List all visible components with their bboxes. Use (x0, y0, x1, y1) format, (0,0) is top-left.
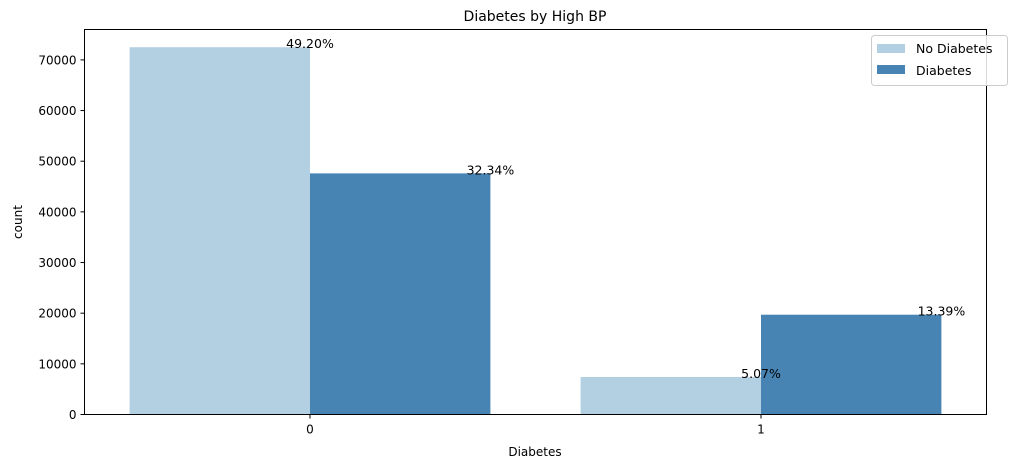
bar-diabetes-0 (310, 173, 491, 415)
plot-frame (84, 29, 987, 415)
legend-label-diabetes: Diabetes (916, 63, 972, 78)
y-tick-label-60000: 60000 (38, 104, 76, 118)
legend-label-no-diabetes: No Diabetes (916, 41, 992, 56)
bar-diabetes-1 (761, 314, 942, 415)
data-label-diabetes-1: 13.39% (918, 304, 966, 319)
bar-no-diabetes-1 (580, 377, 761, 415)
y-ticks: 0 10000 20000 30000 40000 50000 60000 70000 (38, 53, 85, 422)
legend: No Diabetes Diabetes (871, 35, 1008, 86)
data-labels-layer: 49.20% 32.34% 5.07% 13.39% (286, 36, 965, 381)
chart-title: Diabetes by High BP (464, 9, 607, 25)
bars-layer (129, 47, 942, 415)
x-tick-label-0: 0 (306, 423, 314, 437)
bar-no-diabetes-0 (129, 47, 310, 415)
y-tick-label-40000: 40000 (38, 205, 76, 219)
x-tick-label-1: 1 (757, 423, 765, 437)
legend-frame (871, 35, 1008, 86)
legend-swatch-diabetes (877, 65, 905, 74)
axes-layer (84, 29, 987, 415)
x-axis-label: Diabetes (508, 445, 561, 459)
y-axis-label: count (11, 205, 25, 239)
y-tick-label-10000: 10000 (38, 357, 76, 371)
y-tick-label-20000: 20000 (38, 307, 76, 321)
data-label-no-diabetes-1: 5.07% (741, 366, 781, 381)
y-tick-label-30000: 30000 (38, 256, 76, 270)
y-tick-label-70000: 70000 (38, 53, 76, 67)
legend-swatch-no-diabetes (877, 44, 905, 53)
data-label-no-diabetes-0: 49.20% (286, 36, 334, 51)
data-label-diabetes-0: 32.34% (467, 162, 515, 177)
y-tick-label-0: 0 (69, 408, 77, 422)
y-tick-label-50000: 50000 (38, 155, 76, 169)
